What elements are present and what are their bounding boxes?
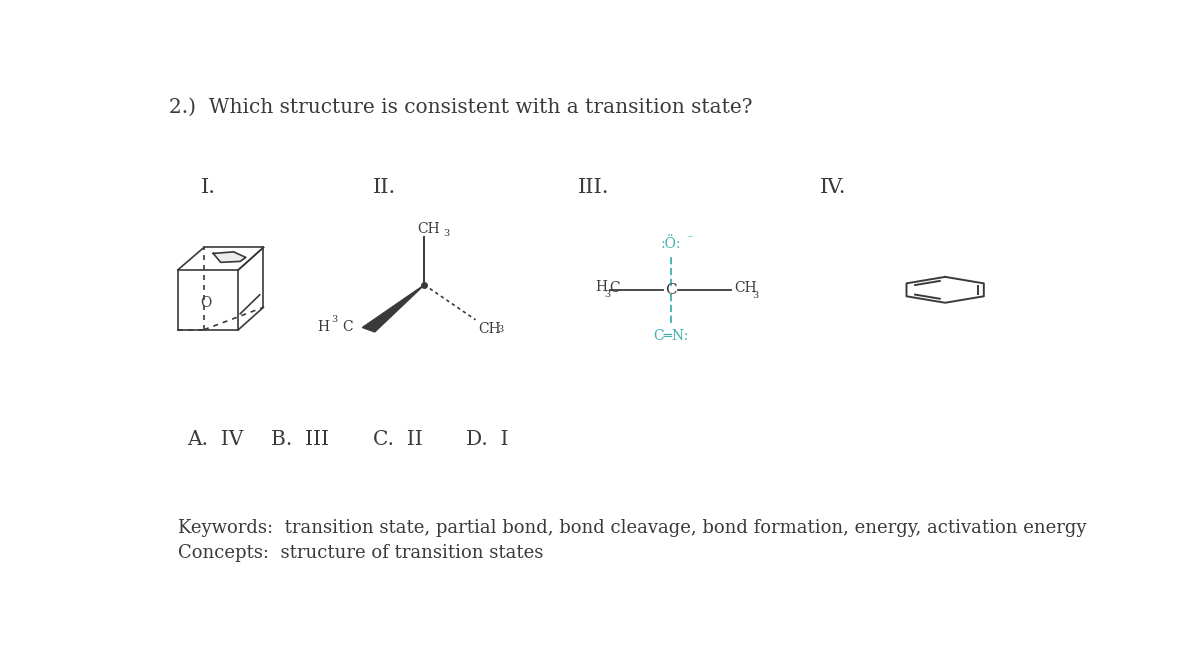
Polygon shape	[214, 252, 246, 262]
Text: C: C	[610, 281, 619, 295]
Text: C: C	[342, 320, 353, 334]
Text: C: C	[665, 283, 677, 297]
Text: CH: CH	[416, 222, 439, 236]
Text: Keywords:  transition state, partial bond, bond cleavage, bond formation, energy: Keywords: transition state, partial bond…	[178, 519, 1086, 537]
Polygon shape	[362, 285, 425, 332]
Text: CH: CH	[734, 281, 757, 295]
Text: C═N:: C═N:	[653, 329, 689, 343]
Text: 3: 3	[497, 325, 503, 334]
Text: H: H	[595, 281, 607, 294]
Text: IV.: IV.	[820, 178, 846, 196]
Text: II.: II.	[373, 178, 396, 196]
Text: C.  II: C. II	[373, 430, 422, 448]
Text: III.: III.	[578, 178, 610, 196]
Text: D.  I: D. I	[467, 430, 509, 448]
Text: :Ö:: :Ö:	[660, 237, 682, 251]
Text: –: –	[688, 232, 692, 241]
Text: 3: 3	[331, 315, 337, 324]
Text: O: O	[200, 296, 211, 310]
Text: H: H	[317, 320, 329, 334]
Text: CH: CH	[479, 322, 500, 336]
Text: 3: 3	[605, 290, 611, 299]
Text: 3: 3	[443, 229, 449, 238]
Text: Concepts:  structure of transition states: Concepts: structure of transition states	[178, 544, 544, 562]
Text: A.  IV: A. IV	[187, 430, 244, 448]
Text: B.  III: B. III	[271, 430, 329, 448]
Text: 3: 3	[752, 291, 758, 300]
Text: 2.)  Which structure is consistent with a transition state?: 2.) Which structure is consistent with a…	[168, 98, 752, 117]
Text: I.: I.	[202, 178, 216, 196]
